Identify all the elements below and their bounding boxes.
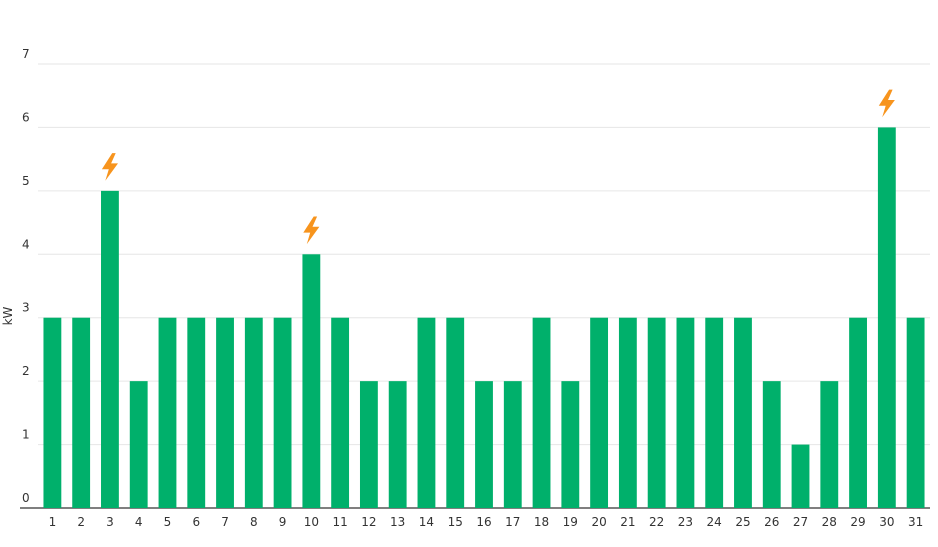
x-tick-label: 23 [678,515,693,529]
x-tick-label: 2 [77,515,85,529]
x-tick-label: 7 [221,515,229,529]
x-tick-label: 8 [250,515,258,529]
bar [446,317,465,508]
x-tick-label: 11 [332,515,347,529]
bar [187,317,206,508]
y-tick-label: 6 [22,110,30,124]
bar [590,317,609,508]
x-tick-label: 30 [879,515,894,529]
lightning-bolt-icon [303,216,320,245]
y-tick-label: 4 [22,237,30,251]
bar [849,317,867,508]
x-tick-label: 6 [192,515,200,529]
bar [244,317,263,508]
x-tick-label: 24 [707,515,722,529]
bar [647,317,666,508]
bar [475,381,493,508]
bar [158,317,177,508]
bar [734,317,752,508]
bar [331,317,350,508]
x-tick-label: 19 [563,515,578,529]
y-axis-ticks: 0 1 2 3 4 5 6 7 [22,47,30,505]
x-tick-label: 17 [505,515,520,529]
bar-layer [43,127,925,508]
bar [877,127,896,508]
bar [273,317,292,508]
bar [417,317,436,508]
x-axis-ticks: 1 2 3 4 5 6 7 8 9 10 11 12 13 14 15 16 17 18 19 20 21 22 23 24 2… [49,515,924,529]
bar [302,254,321,508]
lightning-bolt-icon [101,153,118,181]
bar [762,381,781,508]
peak-marker-layer [101,89,895,245]
y-tick-label: 2 [22,364,30,378]
bar [129,381,148,508]
x-tick-label: 14 [419,515,434,529]
bar [561,381,580,508]
bar [101,190,119,508]
x-tick-label: 22 [649,515,664,529]
x-tick-label: 26 [764,515,779,529]
x-tick-label: 10 [304,515,319,529]
x-tick-label: 27 [793,515,808,529]
y-tick-label: 3 [22,301,30,315]
x-tick-label: 4 [135,515,143,529]
bar [618,317,637,508]
x-tick-label: 12 [361,515,376,529]
x-tick-label: 29 [850,515,865,529]
y-tick-label: 5 [22,174,30,188]
bar [791,444,810,508]
x-tick-label: 3 [106,515,114,529]
x-tick-label: 21 [620,515,635,529]
bar [676,317,695,508]
x-tick-label: 18 [534,515,549,529]
lightning-bolt-icon [878,89,895,118]
bar [820,381,839,508]
bar [503,381,522,508]
x-tick-label: 1 [49,515,57,529]
bar [532,317,551,508]
x-tick-label: 5 [164,515,172,529]
x-tick-label: 9 [279,515,287,529]
x-tick-label: 13 [390,515,405,529]
x-tick-label: 25 [735,515,750,529]
x-tick-label: 15 [448,515,463,529]
x-tick-label: 16 [476,515,491,529]
y-tick-label: 0 [22,491,30,505]
bar [906,317,925,508]
grid-layer [20,63,930,509]
bar [216,317,234,508]
x-tick-label: 31 [908,515,923,529]
bar [705,317,724,508]
y-tick-label: 1 [22,428,30,442]
y-axis-title: kW [1,306,15,325]
bar [43,317,62,508]
x-tick-label: 20 [591,515,606,529]
bar [388,381,407,508]
y-tick-label: 7 [22,47,30,61]
bar [359,381,378,508]
x-tick-label: 28 [822,515,837,529]
bar [72,317,91,508]
